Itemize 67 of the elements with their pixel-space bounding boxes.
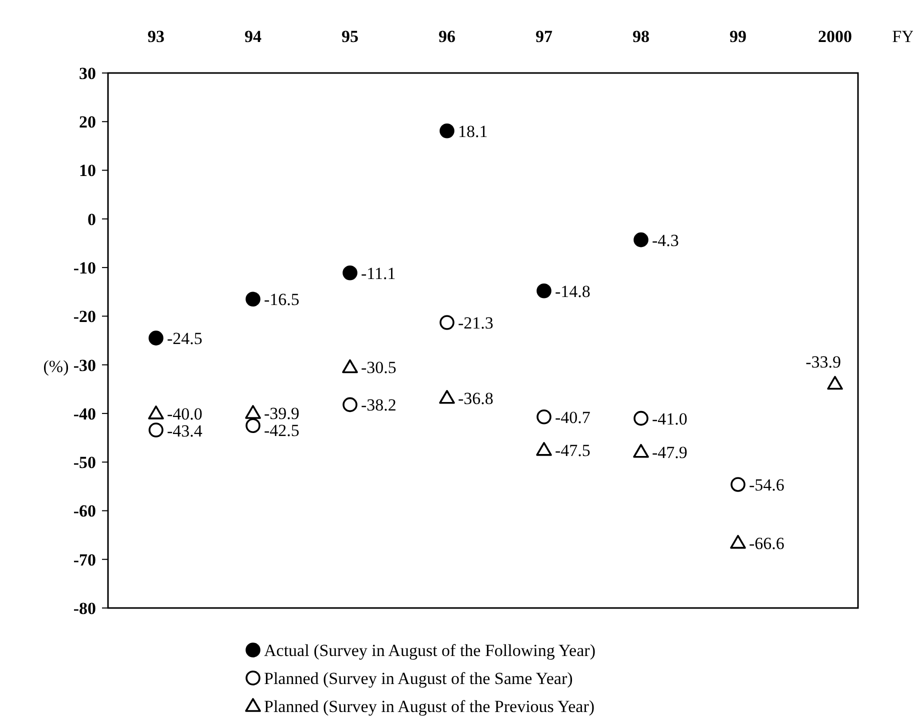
x-axis-title: FY: [892, 27, 914, 46]
point: [342, 265, 358, 280]
y-tick-label: -50: [73, 453, 96, 472]
point: [246, 292, 260, 307]
point: [148, 406, 164, 420]
point: [342, 359, 358, 374]
data-label: -38.2: [361, 396, 396, 415]
data-label: -24.5: [167, 329, 202, 348]
x-tick-label: 99: [730, 27, 746, 46]
data-label: -66.6: [749, 534, 784, 553]
data-label: -16.5: [264, 290, 300, 310]
y-tick-label: 20: [79, 112, 96, 132]
point: [439, 390, 455, 404]
data-label: -36.8: [458, 388, 494, 408]
point: [246, 418, 260, 434]
point: [536, 442, 552, 456]
point: [634, 410, 648, 426]
x-tick-label: 98: [632, 27, 650, 46]
y-tick-label: -80: [73, 598, 96, 618]
y-tick-label: -30: [73, 356, 96, 375]
y-tick-label: 30: [79, 64, 96, 83]
x-tick-label: 2000: [818, 27, 852, 46]
data-label: -21.3: [458, 313, 494, 332]
data-label: -40.7: [555, 408, 591, 427]
x-tick-label: 95: [342, 27, 358, 46]
data-label: -30.5: [361, 358, 396, 378]
data-label: 18.1: [458, 122, 488, 141]
legend-label: Planned (Survey in August of the Previous Year): [264, 696, 595, 716]
y-tick-label: -10: [73, 258, 96, 278]
data-label: -39.9: [264, 404, 300, 423]
point: [148, 330, 164, 346]
point: [730, 534, 746, 549]
y-tick-label: 10: [79, 161, 96, 180]
point: [730, 477, 746, 492]
data-label: -47.5: [555, 440, 590, 460]
data-label: -43.4: [167, 421, 203, 440]
point: [440, 315, 454, 330]
data-label: -33.9: [806, 352, 841, 372]
data-label: -40.0: [167, 404, 202, 424]
data-label: -47.9: [652, 442, 688, 462]
legend-label: Planned (Survey in August of the Same Year): [264, 668, 573, 688]
data-label: -42.5: [264, 420, 300, 440]
x-tick-label: 96: [438, 27, 456, 46]
legend-label: Actual (Survey in August of the Following Year): [264, 640, 596, 660]
data-label: -4.3: [652, 230, 679, 250]
y-tick-label: -40: [73, 404, 96, 424]
data-label: -11.1: [361, 264, 396, 283]
y-axis-title: (%): [43, 356, 69, 376]
data-label: -14.8: [555, 282, 590, 301]
point: [342, 397, 358, 412]
point: [536, 283, 552, 298]
y-tick-label: -60: [73, 502, 96, 521]
x-tick-label: 94: [244, 27, 262, 46]
point: [536, 409, 552, 424]
point: [245, 405, 261, 419]
point: [148, 422, 164, 438]
point: [827, 376, 843, 390]
x-tick-label: 93: [148, 27, 164, 46]
data-label: -54.6: [749, 475, 784, 494]
point: [634, 232, 648, 248]
data-label: -41.0: [652, 409, 688, 428]
y-tick-label: 0: [88, 210, 96, 229]
y-tick-label: -20: [73, 307, 96, 326]
point: [633, 444, 649, 458]
point: [440, 123, 454, 138]
y-tick-label: -70: [73, 550, 96, 570]
x-tick-label: 97: [536, 27, 553, 46]
